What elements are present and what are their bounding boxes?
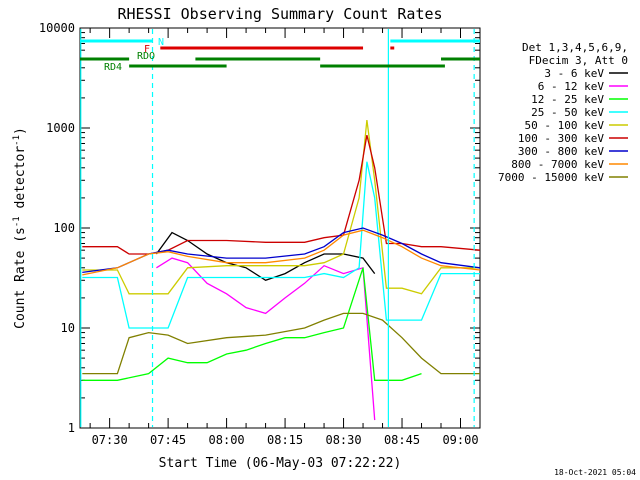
x-tick-label: 08:00 [209,433,245,447]
series-line-6 [82,227,481,274]
y-tick-label: 100 [53,221,75,235]
y-tick-label: 10 [61,321,75,335]
legend: Det 1,3,4,5,6,9, FDecim 3, Att 0 3 - 6 k… [498,41,628,184]
x-tick-label: 07:45 [150,433,186,447]
x-tick-label: 08:15 [267,433,303,447]
flag-label: RDO [137,51,155,62]
legend-entry-label: 50 - 100 keV [525,119,605,132]
legend-entry-label: 800 - 7000 keV [511,158,604,171]
legend-entry-label: 25 - 50 keV [531,106,604,119]
plot-frame [79,27,481,429]
series-line-5 [82,134,481,255]
legend-entry-label: 100 - 300 keV [518,132,604,145]
y-tick-label: 1 [68,421,75,435]
chart-title: RHESSI Observing Summary Count Rates [117,5,442,23]
legend-entry-label: 12 - 25 keV [531,93,604,106]
x-tick-label: 07:30 [92,433,128,447]
x-tick-label: 08:45 [384,433,420,447]
y-tick-label: 10000 [39,21,75,35]
series-line-7 [82,229,481,276]
legend-header-line-1: Det 1,3,4,5,6,9, [522,41,628,54]
series-line-2 [82,267,422,381]
legend-entry-label: 300 - 800 keV [518,145,604,158]
generation-timestamp: 18-Oct-2021 05:04 [554,468,636,477]
legend-entry-label: 6 - 12 keV [538,80,605,93]
x-axis-label: Start Time (06-May-03 07:22:22) [159,456,402,471]
legend-header-line-2: FDecim 3, Att 0 [529,54,628,67]
x-tick-label: 09:00 [442,433,478,447]
y-tick-label: 1000 [46,121,75,135]
flag-label: RD4 [104,62,122,73]
series-line-4 [82,120,480,295]
y-axis-label: Count Rate (s-1 detector-1) [12,127,28,329]
legend-entry-label: 3 - 6 keV [544,67,604,80]
series-line-8 [82,312,480,375]
series-line-1 [156,257,376,421]
series-line-3 [82,161,480,329]
legend-entry-label: 7000 - 15000 keV [498,171,604,184]
flag-label: F [144,44,150,55]
flag-label: N [158,37,164,48]
x-tick-label: 08:30 [325,433,361,447]
